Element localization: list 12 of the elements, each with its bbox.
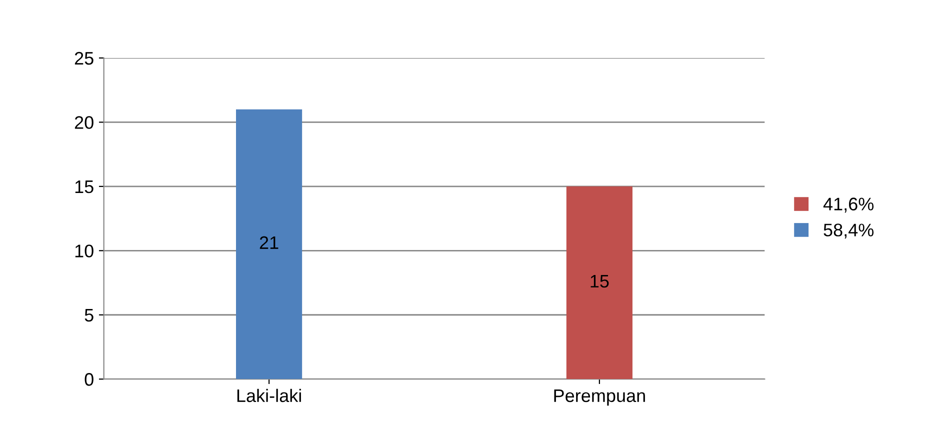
legend-label: 41,6% [823, 198, 874, 213]
data-label: 21 [260, 236, 278, 249]
data-label: 15 [590, 275, 609, 288]
y-tick-label: 15 [75, 180, 94, 194]
y-tick-label: 5 [84, 308, 94, 322]
y-tick-label: 10 [75, 244, 94, 258]
y-tick-label: 20 [74, 116, 94, 129]
legend-label: 58,4% [824, 224, 874, 239]
y-tick-label: 25 [74, 52, 94, 65]
x-tick-label: Laki-laki [237, 388, 301, 402]
x-tick-label: Perempuan [554, 389, 645, 406]
y-tick-label: 0 [84, 373, 94, 386]
